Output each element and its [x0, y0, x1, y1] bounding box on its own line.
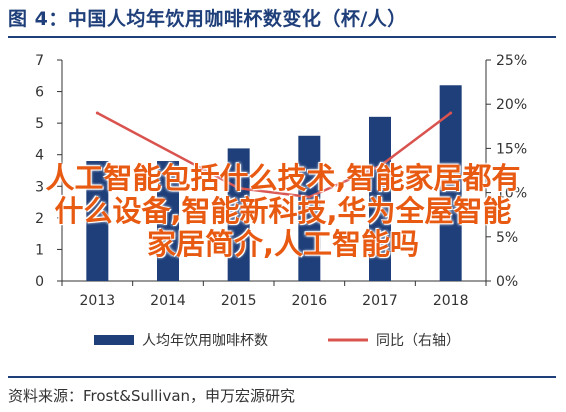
bar — [369, 116, 391, 281]
source-rule — [8, 376, 556, 378]
x-tick-label: 2018 — [433, 293, 469, 309]
legend-bar-swatch — [94, 335, 134, 345]
y-left-tick-label: 4 — [35, 148, 44, 164]
x-tick-label: 2015 — [221, 293, 257, 309]
line-point — [95, 111, 99, 115]
y-left-tick-label: 1 — [35, 242, 44, 258]
legend-bar-label: 人均年饮用咖啡杯数 — [142, 333, 268, 349]
x-tick-label: 2013 — [80, 293, 116, 309]
y-right-tick-label: 15% — [496, 141, 527, 157]
line-series — [95, 111, 453, 199]
bar — [157, 161, 179, 281]
line-path — [96, 111, 452, 199]
bar-series — [86, 85, 462, 281]
line-point — [237, 186, 241, 190]
line-point — [449, 111, 453, 115]
x-tick-label: 2017 — [362, 293, 398, 309]
y-right-tick-label: 10% — [496, 186, 527, 202]
x-tick-label: 2014 — [150, 293, 186, 309]
y-left-tick-label: 2 — [35, 211, 44, 227]
line-point — [307, 195, 311, 199]
y-left-tick-label: 7 — [35, 53, 44, 69]
bar — [227, 148, 250, 281]
legend-line-label: 同比（右轴） — [376, 333, 460, 349]
y-left-tick-label: 3 — [35, 179, 44, 195]
bar — [298, 135, 321, 281]
y-right-tick-label: 0% — [496, 274, 518, 290]
y-left-tick-label: 5 — [35, 116, 44, 132]
y-left-tick-label: 0 — [35, 274, 44, 290]
x-tick-label: 2016 — [292, 293, 328, 309]
chart-axes: 0 1 2 3 4 5 6 7 0% 5% 10% 15% 20% 25% 2013 2014 2015 2016… — [35, 53, 527, 309]
y-right-tick-label: 5% — [496, 230, 518, 246]
bar — [86, 161, 109, 281]
bar — [439, 85, 462, 281]
y-right-tick-label: 25% — [496, 53, 527, 69]
title-rule — [8, 36, 556, 38]
line-point — [378, 164, 382, 168]
chart-title: 图 4：中国人均年饮用咖啡杯数变化（杯/人） — [8, 8, 407, 30]
legend: 人均年饮用咖啡杯数 同比（右轴） — [94, 333, 460, 349]
source-note: 资料来源：Frost&Sullivan，申万宏源研究 — [8, 387, 296, 405]
y-left-tick-label: 6 — [35, 85, 44, 101]
y-right-tick-label: 20% — [496, 97, 527, 113]
